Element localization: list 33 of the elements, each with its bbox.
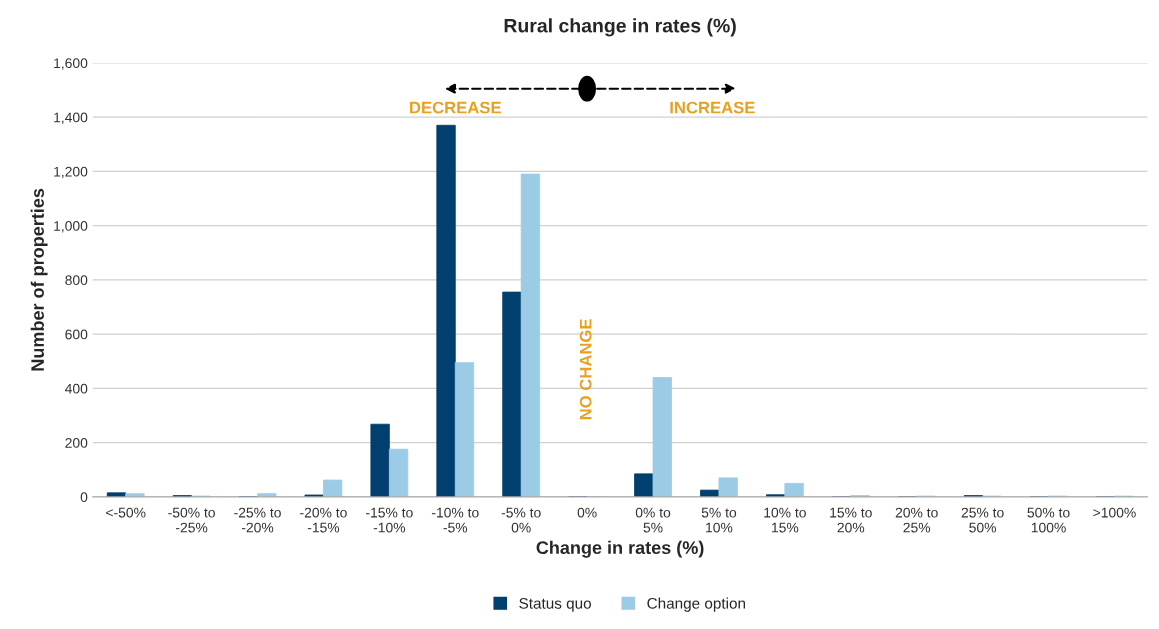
- x-axis-title: Change in rates (%): [536, 540, 704, 558]
- x-tick-label: 0%: [577, 507, 597, 518]
- legend-label: Change option: [647, 597, 746, 612]
- x-tick-label: 0% to 5%: [635, 507, 671, 533]
- x-tick-label: -50% to -25%: [168, 507, 215, 533]
- x-tick-label: -10% to -5%: [431, 507, 479, 533]
- y-tick-label: 200: [65, 437, 88, 448]
- x-tick-label: -25% to -20%: [234, 507, 281, 533]
- x-tick-label: -20% to -15%: [300, 507, 347, 533]
- y-tick-label: 400: [65, 383, 88, 394]
- y-tick-label: 1,000: [54, 220, 88, 233]
- x-tick-label: 25% to 50%: [961, 507, 1004, 533]
- x-tick-label: >100%: [1093, 507, 1136, 518]
- y-tick-label: 1,400: [54, 112, 88, 124]
- x-tick-label: <-50%: [106, 507, 146, 518]
- annotation: NO CHANGE: [579, 319, 592, 420]
- annotation: DECREASE: [410, 101, 501, 114]
- x-tick-label: 50% to 100%: [1027, 507, 1070, 533]
- x-tick-label: -5% to 0%: [501, 507, 541, 533]
- x-tick-label: 5% to 10%: [701, 507, 737, 533]
- x-tick-label: -15% to -10%: [366, 507, 413, 533]
- x-tick-label: 10% to 15%: [764, 507, 806, 533]
- y-tick-label: 0: [80, 492, 88, 503]
- annotation: INCREASE: [670, 101, 755, 114]
- y-tick-label: 1,600: [54, 58, 88, 70]
- x-tick-label: 20% to 25%: [895, 507, 938, 533]
- y-axis-title: Number of properties: [30, 188, 48, 371]
- y-tick-label: 600: [65, 329, 88, 340]
- x-tick-label: 15% to 20%: [830, 507, 872, 533]
- chart-title: Rural change in rates (%): [504, 18, 736, 37]
- y-tick-label: 1,200: [54, 166, 88, 179]
- y-tick-label: 800: [65, 275, 88, 286]
- legend-label: Status quo: [519, 597, 591, 612]
